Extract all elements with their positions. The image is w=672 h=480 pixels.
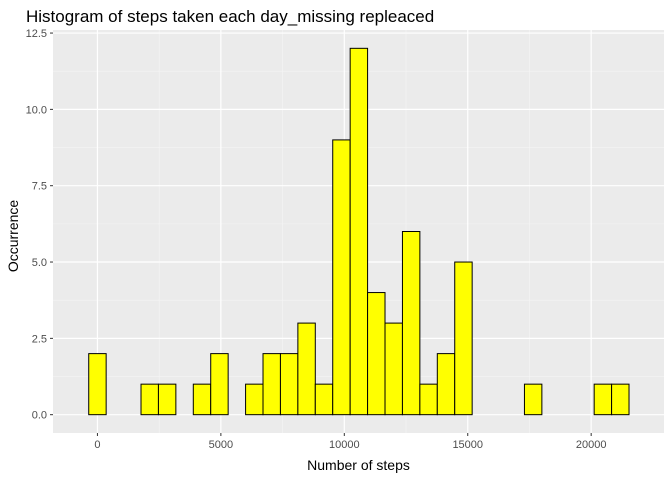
y-tick-label: 0.0 [32, 410, 47, 422]
histogram-bar [332, 139, 351, 416]
histogram-bars [88, 47, 630, 416]
histogram-bar [593, 383, 613, 416]
histogram-bar [384, 322, 403, 416]
y-axis-ticks: 0.0 2.5 5.0 7.5 10.0 12.5 [26, 28, 53, 422]
y-tick-label: 5.0 [32, 257, 47, 269]
histogram-bar [367, 292, 386, 416]
histogram-bar [401, 231, 421, 416]
y-tick-label: 7.5 [32, 181, 47, 193]
histogram-bar [349, 47, 369, 416]
x-tick-label: 0 [94, 439, 100, 451]
y-tick-label: 10.0 [26, 104, 47, 116]
x-tick-label: 15000 [452, 439, 483, 451]
x-axis-ticks: 0 5000 10000 15000 20000 [94, 433, 606, 451]
y-tick-label: 2.5 [32, 333, 47, 345]
y-tick-label: 12.5 [26, 28, 47, 40]
histogram-bar [297, 322, 316, 416]
x-tick-label: 20000 [576, 439, 607, 451]
histogram-bar [192, 383, 212, 416]
histogram-bar [157, 383, 177, 416]
histogram-bar [262, 353, 281, 416]
histogram-bar [245, 383, 264, 416]
histogram-bar [314, 383, 334, 416]
y-axis-title: Occurrence [5, 200, 21, 273]
histogram-bar [88, 353, 107, 416]
histogram-bar [611, 383, 630, 416]
histogram-bar [523, 383, 543, 416]
x-tick-label: 10000 [329, 439, 360, 451]
histogram-bar [454, 261, 473, 416]
histogram-bar [419, 383, 438, 416]
histogram-bar [140, 383, 159, 416]
x-tick-label: 5000 [209, 439, 233, 451]
x-axis-title: Number of steps [307, 457, 410, 473]
histogram-bar [436, 353, 456, 416]
histogram-bar [210, 353, 229, 416]
histogram-bar [279, 353, 299, 416]
chart-title: Histogram of steps taken each day_missin… [26, 7, 434, 26]
